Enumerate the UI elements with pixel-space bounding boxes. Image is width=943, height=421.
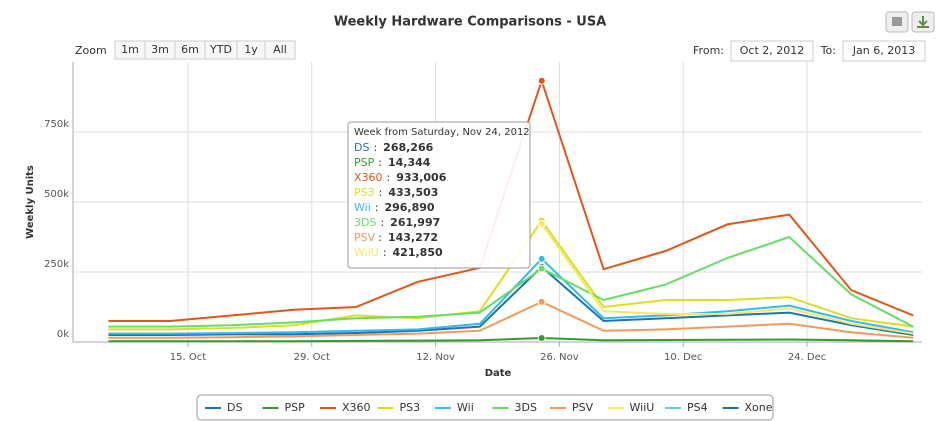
zoom-buttons[interactable]: 1m 3m 6m YTD 1y All xyxy=(114,40,296,60)
hover-marker xyxy=(537,254,546,263)
export-buttons[interactable] xyxy=(885,11,935,33)
legend-box xyxy=(196,394,774,421)
series-line xyxy=(108,300,914,339)
legend-item[interactable]: PSP xyxy=(262,401,306,414)
to-label: To: xyxy=(820,44,836,57)
legend-label: Wii xyxy=(457,401,474,414)
zoom-button-label: All xyxy=(273,43,287,56)
legend-label: X360 xyxy=(342,401,371,414)
chart-title: Weekly Hardware Comparisons - USA xyxy=(334,15,607,30)
to-value: Jan 6, 2013 xyxy=(852,44,915,57)
series-line xyxy=(108,336,914,343)
y-tick-label: 500k xyxy=(44,189,69,200)
tooltip-series: WiiU xyxy=(354,246,379,259)
hover-marker xyxy=(537,219,546,228)
x-axis-label: Date xyxy=(485,368,512,379)
tooltip-series: Wii xyxy=(354,201,371,214)
x-tick-label: 26. Nov xyxy=(540,352,579,363)
legend-label: PSP xyxy=(285,401,306,414)
tooltip-series: 3DS xyxy=(354,216,376,229)
from-input[interactable] xyxy=(730,40,814,62)
tooltip-row: PSV:143,272 xyxy=(354,231,438,244)
legend-item[interactable]: WiiU xyxy=(607,401,655,414)
tooltip-value: 933,006 xyxy=(396,171,446,184)
legend-item[interactable]: PS4 xyxy=(665,401,708,414)
tooltip-series: PS3 xyxy=(354,186,375,199)
hover-marker xyxy=(537,297,546,306)
legend-label: DS xyxy=(227,401,242,414)
zoom-button-label: 6m xyxy=(181,43,199,56)
legend-item[interactable]: Wii xyxy=(435,401,474,414)
zoom-button[interactable] xyxy=(264,40,296,60)
tooltip-value: 143,272 xyxy=(388,231,438,244)
legend-label: PS4 xyxy=(687,401,708,414)
tooltip-value: 261,997 xyxy=(390,216,440,229)
tooltip-row: PS3:433,503 xyxy=(354,186,438,199)
hover-marker xyxy=(537,333,546,342)
x-tick-label: 24. Dec xyxy=(788,352,826,363)
y-tick-label: 0k xyxy=(57,329,69,340)
tooltip-series: DS xyxy=(354,141,369,154)
legend-label: PS3 xyxy=(400,401,421,414)
from-value: Oct 2, 2012 xyxy=(740,44,805,57)
legend-label: PSV xyxy=(572,401,594,414)
hover-marker xyxy=(537,264,546,273)
legend-item[interactable]: X360 xyxy=(320,401,371,414)
x-tick-label: 29. Oct xyxy=(294,352,330,363)
tooltip-series: PSV xyxy=(354,231,376,244)
zoom-button-label: 1m xyxy=(121,43,139,56)
tooltip-value: 433,503 xyxy=(388,186,438,199)
zoom-button-label: 1y xyxy=(244,43,258,56)
from-label: From: xyxy=(693,44,724,57)
tooltip-row: X360:933,006 xyxy=(354,171,447,184)
legend-label: 3DS xyxy=(515,401,537,414)
tooltip-value: 296,890 xyxy=(384,201,434,214)
series-line xyxy=(540,223,914,335)
tooltip-row: DS:268,266 xyxy=(354,141,434,154)
to-input[interactable] xyxy=(842,40,926,62)
tooltip-value: 268,266 xyxy=(383,141,433,154)
tooltip-row: PSP:14,344 xyxy=(354,156,431,169)
x-tick-label: 15. Oct xyxy=(170,352,206,363)
tooltip: Week from Saturday, Nov 24, 2012 DS:268,2… xyxy=(347,121,531,269)
tooltip-title: Week from Saturday, Nov 24, 2012 xyxy=(354,127,530,138)
tooltip-series: X360 xyxy=(354,171,383,184)
zoom-button-label: 3m xyxy=(151,43,169,56)
tooltip-box xyxy=(347,121,531,269)
legend-label: Xone xyxy=(745,401,773,414)
legend-item[interactable]: DS xyxy=(205,401,242,414)
tooltip-row: 3DS:261,997 xyxy=(354,216,440,229)
legend-label: WiiU xyxy=(630,401,655,414)
zoom-label: Zoom xyxy=(75,44,107,57)
y-tick-label: 750k xyxy=(44,119,69,130)
zoom-button-label: YTD xyxy=(209,43,232,56)
y-tick-label: 250k xyxy=(44,259,69,270)
x-tick-label: 12. Nov xyxy=(416,352,455,363)
x-tick-label: 10. Dec xyxy=(664,352,702,363)
legend-item[interactable]: Xone xyxy=(722,401,773,414)
tooltip-row: WiiU:421,850 xyxy=(354,246,443,259)
hover-marker xyxy=(537,76,546,85)
legend-item[interactable]: PS3 xyxy=(377,401,421,414)
legend-item[interactable]: 3DS xyxy=(492,401,537,414)
series-line xyxy=(108,235,914,328)
legend-item[interactable]: PSV xyxy=(550,401,594,414)
tooltip-value: 14,344 xyxy=(388,156,431,169)
series-line xyxy=(108,265,914,336)
tooltip-row: Wii:296,890 xyxy=(354,201,435,214)
y-axis-label: Weekly Units xyxy=(25,165,36,239)
tooltip-series: PSP xyxy=(354,156,375,169)
tooltip-value: 421,850 xyxy=(393,246,443,259)
